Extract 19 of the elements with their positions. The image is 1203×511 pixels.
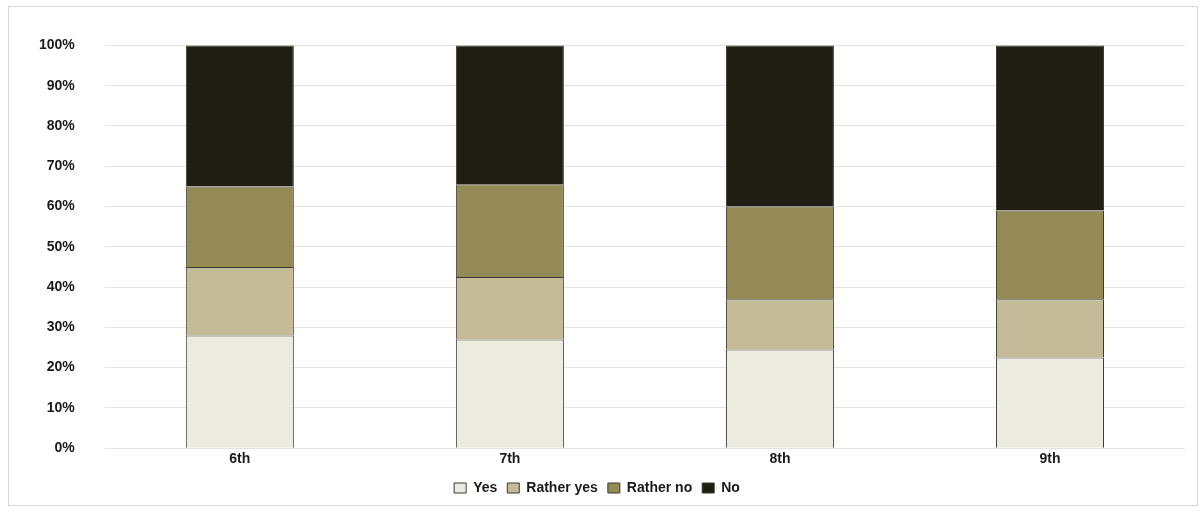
y-tick-label: 40%	[46, 277, 76, 294]
legend-label: Rather yes	[526, 478, 599, 495]
y-tick-label: 60%	[46, 197, 76, 214]
y-tick-label: 30%	[46, 318, 76, 335]
y-tick-label: 20%	[46, 358, 76, 375]
y-tick-label: 0%	[54, 439, 76, 456]
y-tick-label: 100%	[38, 36, 76, 53]
x-tick-label: 7th	[499, 450, 521, 467]
y-tick-label: 50%	[46, 237, 76, 254]
y-tick-label: 90%	[46, 76, 76, 93]
y-tick-label: 10%	[46, 398, 76, 415]
y-tick-label: 70%	[46, 157, 76, 174]
x-tick-label: 9th	[1039, 450, 1061, 467]
y-tick-label: 80%	[46, 116, 76, 133]
x-tick-label: 8th	[769, 450, 791, 467]
legend-label: Rather no	[626, 478, 693, 495]
x-tick-label: 6th	[229, 450, 251, 467]
legend-label: Yes	[473, 478, 498, 495]
legend-label: No	[721, 478, 740, 495]
